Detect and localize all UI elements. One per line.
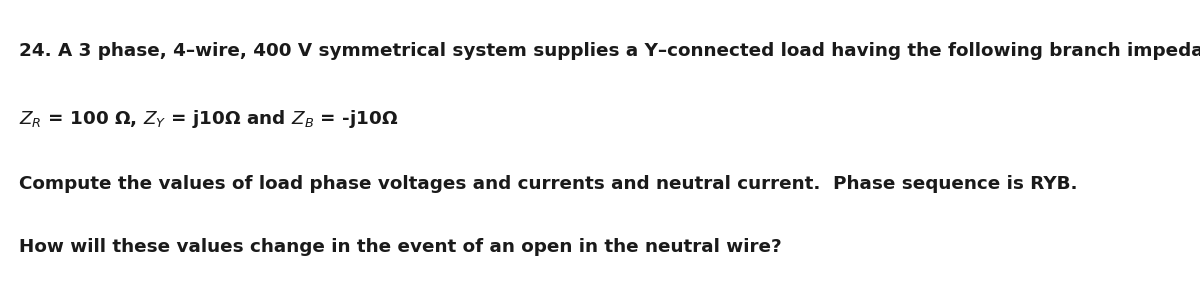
Text: How will these values change in the event of an open in the neutral wire?: How will these values change in the even… xyxy=(19,238,782,256)
Text: $Z_R$ = 100 Ω, $Z_Y$ = j10Ω and $Z_B$ = -j10Ω: $Z_R$ = 100 Ω, $Z_Y$ = j10Ω and $Z_B$ = … xyxy=(19,108,398,130)
Text: 24. A 3 phase, 4–wire, 400 V symmetrical system supplies a Y–connected load havi: 24. A 3 phase, 4–wire, 400 V symmetrical… xyxy=(19,42,1200,60)
Text: Compute the values of load phase voltages and currents and neutral current.  Pha: Compute the values of load phase voltage… xyxy=(19,175,1078,193)
